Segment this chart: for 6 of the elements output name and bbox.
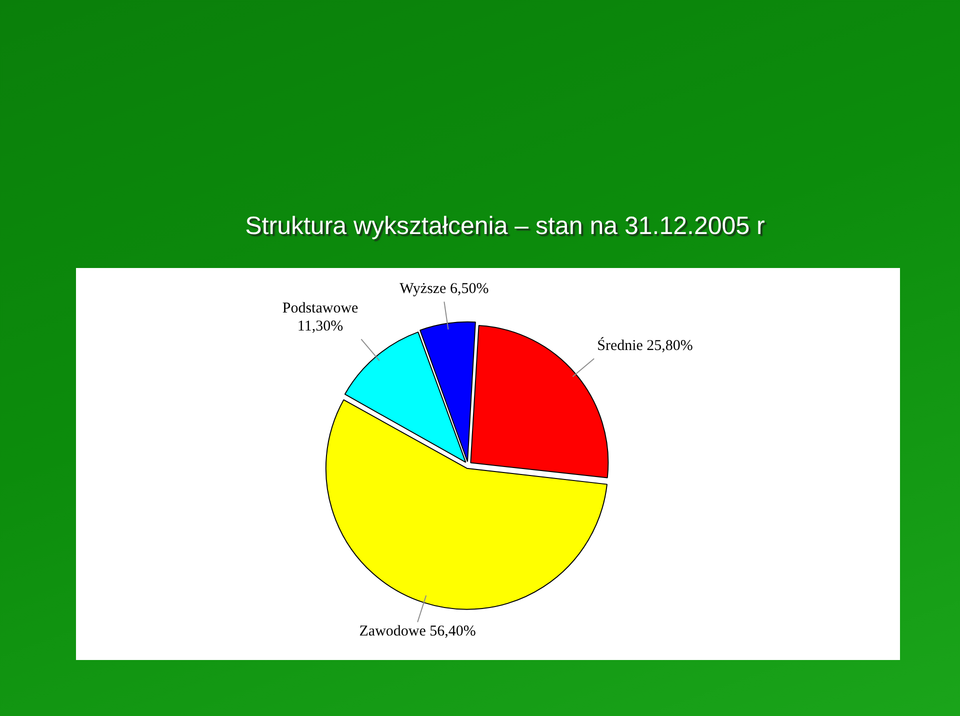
data-label: 11,30% [297,318,344,335]
slice-label: Zawodowe 56,40% [359,624,476,640]
slice-label: Wyższe 6,50% [400,281,489,298]
slice-label: Podstawowe [282,300,359,317]
chart-title: Struktura wykształcenia – stan na 31.12.2005 r [244,211,766,242]
slice-label: Średnie 25,80% [597,337,693,354]
